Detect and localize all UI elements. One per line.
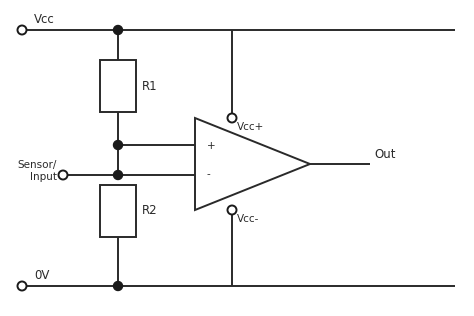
Circle shape (228, 205, 237, 215)
Text: R1: R1 (142, 80, 158, 93)
Bar (100, 185, 136, 237)
Text: Vcc-: Vcc- (237, 214, 259, 224)
Bar (100, 60, 136, 112)
Text: Vcc: Vcc (34, 13, 55, 26)
Circle shape (58, 171, 67, 179)
Circle shape (18, 26, 27, 34)
Circle shape (113, 26, 122, 34)
Circle shape (228, 113, 237, 123)
Circle shape (18, 282, 27, 290)
Text: Sensor/
Input: Sensor/ Input (18, 160, 57, 182)
Circle shape (113, 141, 122, 149)
Circle shape (113, 171, 122, 179)
Text: 0V: 0V (34, 269, 49, 282)
Text: +: + (207, 141, 216, 151)
Text: -: - (207, 169, 211, 179)
Text: Out: Out (374, 148, 395, 161)
Circle shape (113, 282, 122, 290)
Text: Vcc+: Vcc+ (237, 122, 264, 132)
Text: R2: R2 (142, 204, 158, 217)
